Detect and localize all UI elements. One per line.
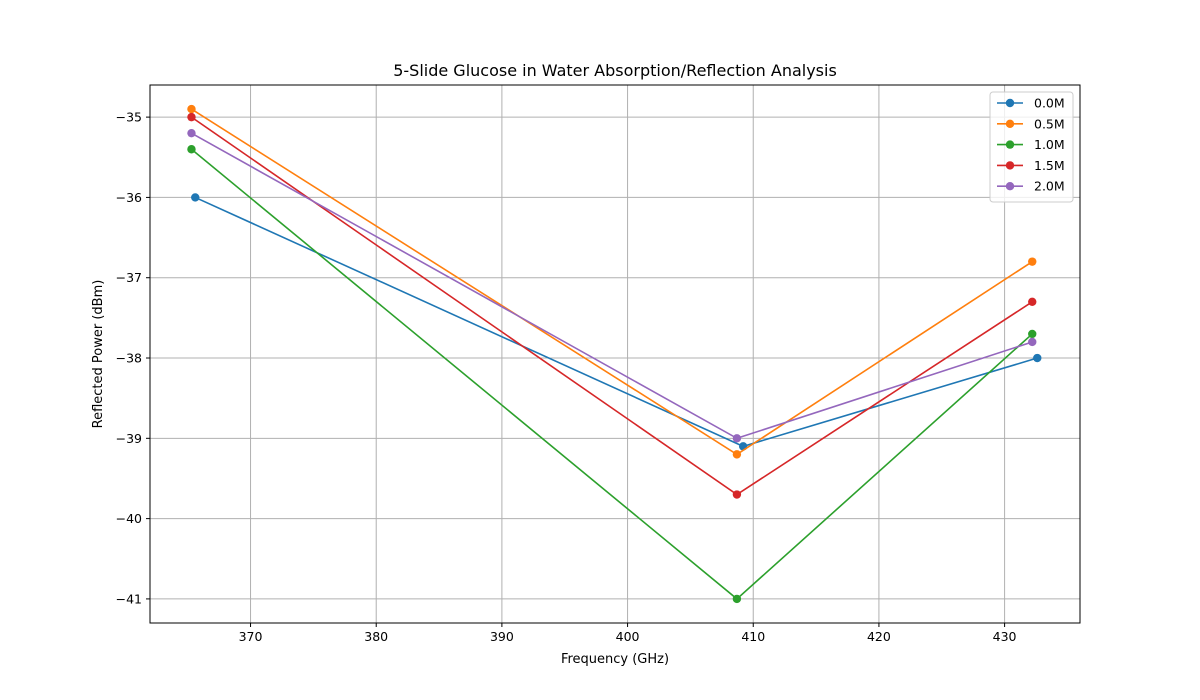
x-tick-label: 370 [239,629,263,644]
legend-item: 0.0M [997,96,1065,111]
y-axis-ticks: −41 −40 −39 −38 −37 −36 −35 [116,110,150,606]
y-tick-label: −37 [116,270,142,285]
legend-item: 2.0M [997,179,1065,194]
series-1.0M [187,145,1037,604]
plot-frame [149,84,1081,624]
legend-label: 2.0M [1034,179,1065,194]
legend-marker [1005,161,1015,170]
x-tick-label: 420 [867,629,891,644]
legend-box [989,91,1074,203]
data-point [187,128,196,138]
x-tick-label: 400 [616,629,640,644]
y-tick-label: −39 [116,431,142,446]
x-tick-label: 390 [490,629,514,644]
data-point [1028,297,1037,307]
x-tick-label: 430 [993,629,1017,644]
y-tick-label: −40 [116,511,142,526]
legend-label: 0.5M [1034,116,1065,131]
legend-item: 0.5M [997,116,1065,131]
data-point [732,490,742,499]
data-point [732,450,742,459]
x-tick-label: 410 [741,629,765,644]
y-tick-label: −41 [116,591,142,606]
legend-marker [1005,119,1015,128]
legend-marker [1005,140,1015,149]
legend: 0.0M 0.5M 1.0M 1.5M 2.0M [989,91,1074,203]
x-axis-ticks: 370 380 390 400 410 420 430 [239,623,1017,644]
x-axis-label: Frequency (GHz) [561,652,669,667]
data-point [1028,257,1037,266]
data-point [732,594,742,604]
legend-label: 1.0M [1034,137,1065,152]
data-point [1028,329,1037,339]
series-2.0M [187,128,1037,443]
legend-label: 0.0M [1034,96,1065,111]
data-point [187,145,196,154]
legend-marker [1005,98,1015,108]
legend-label: 1.5M [1034,158,1065,173]
x-tick-label: 380 [364,629,388,644]
legend-marker [1005,182,1015,191]
y-axis-label: Reflected Power (dBm) [91,280,106,429]
series-group [187,104,1042,604]
y-tick-label: −38 [116,351,142,366]
data-point [732,434,742,443]
series-0.5M [187,104,1037,459]
data-point [187,104,196,114]
data-point [1028,337,1037,347]
data-point [191,193,200,202]
series-1.5M [187,112,1037,499]
y-tick-label: −36 [116,190,142,205]
y-tick-label: −35 [116,110,142,125]
data-point [187,112,196,122]
chart-title: 5-Slide Glucose in Water Absorption/Refl… [393,61,837,80]
legend-item: 1.5M [997,158,1065,173]
grid-lines [150,85,1080,623]
data-point [1033,353,1042,363]
legend-item: 1.0M [997,137,1065,152]
